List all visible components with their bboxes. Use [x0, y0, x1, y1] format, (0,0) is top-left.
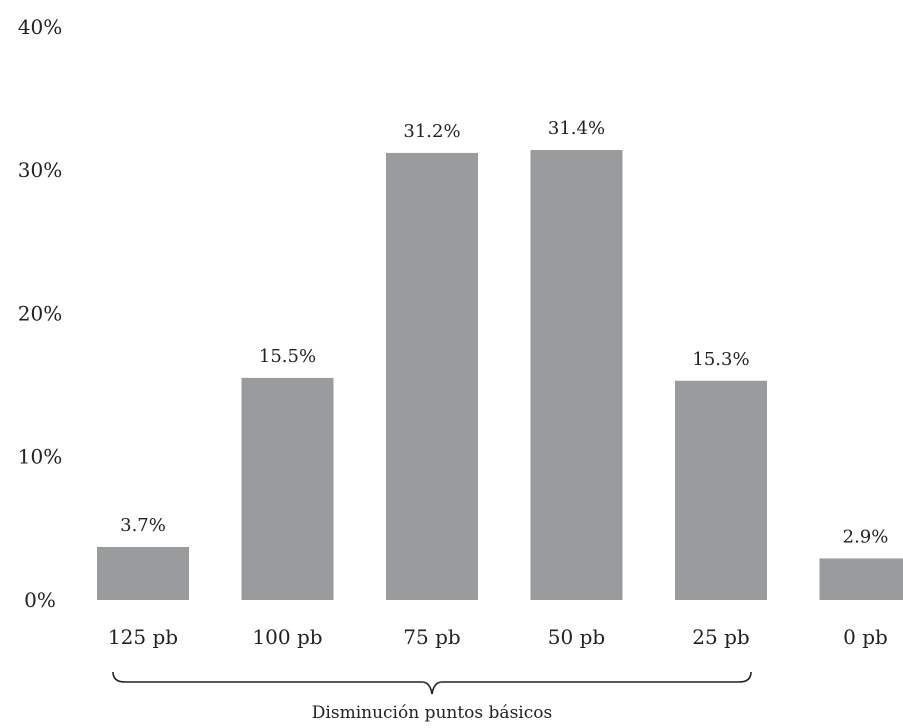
- bar-value-label: 3.7%: [120, 515, 166, 536]
- y-tick-label: 0%: [24, 588, 56, 612]
- y-axis-tick-labels: 0% 10% 20% 30% 40%: [18, 15, 62, 612]
- bar: [819, 558, 903, 600]
- x-tick-label: 0 pb: [843, 625, 888, 649]
- y-tick-label: 40%: [18, 15, 62, 39]
- bar: [241, 377, 334, 600]
- bar: [97, 546, 189, 600]
- x-axis-tick-labels: 125 pb 100 pb 75 pb 50 pb 25 pb 0 pb: [108, 625, 888, 649]
- x-tick-label: 50 pb: [548, 625, 605, 649]
- bar-value-label: 15.5%: [259, 346, 316, 367]
- y-tick-label: 20%: [18, 301, 62, 325]
- x-tick-label: 100 pb: [252, 625, 322, 649]
- bars: [97, 150, 903, 601]
- data-labels: 3.7% 15.5% 31.2% 31.4% 15.3% 2.9%: [120, 118, 888, 547]
- category-group-bracket: [112, 671, 752, 695]
- bar: [386, 152, 478, 601]
- category-group-label: Disminución puntos básicos: [312, 703, 552, 723]
- bar-value-label: 15.3%: [692, 349, 749, 370]
- y-tick-label: 30%: [18, 158, 62, 182]
- bar-value-label: 31.2%: [403, 121, 460, 142]
- bar: [530, 150, 623, 600]
- y-tick-label: 10%: [18, 445, 62, 469]
- bar: [675, 380, 767, 600]
- bar-value-label: 2.9%: [843, 526, 889, 547]
- x-tick-label: 75 pb: [403, 625, 460, 649]
- x-tick-label: 25 pb: [692, 625, 749, 649]
- x-tick-label: 125 pb: [108, 625, 178, 649]
- bar-value-label: 31.4%: [548, 118, 605, 139]
